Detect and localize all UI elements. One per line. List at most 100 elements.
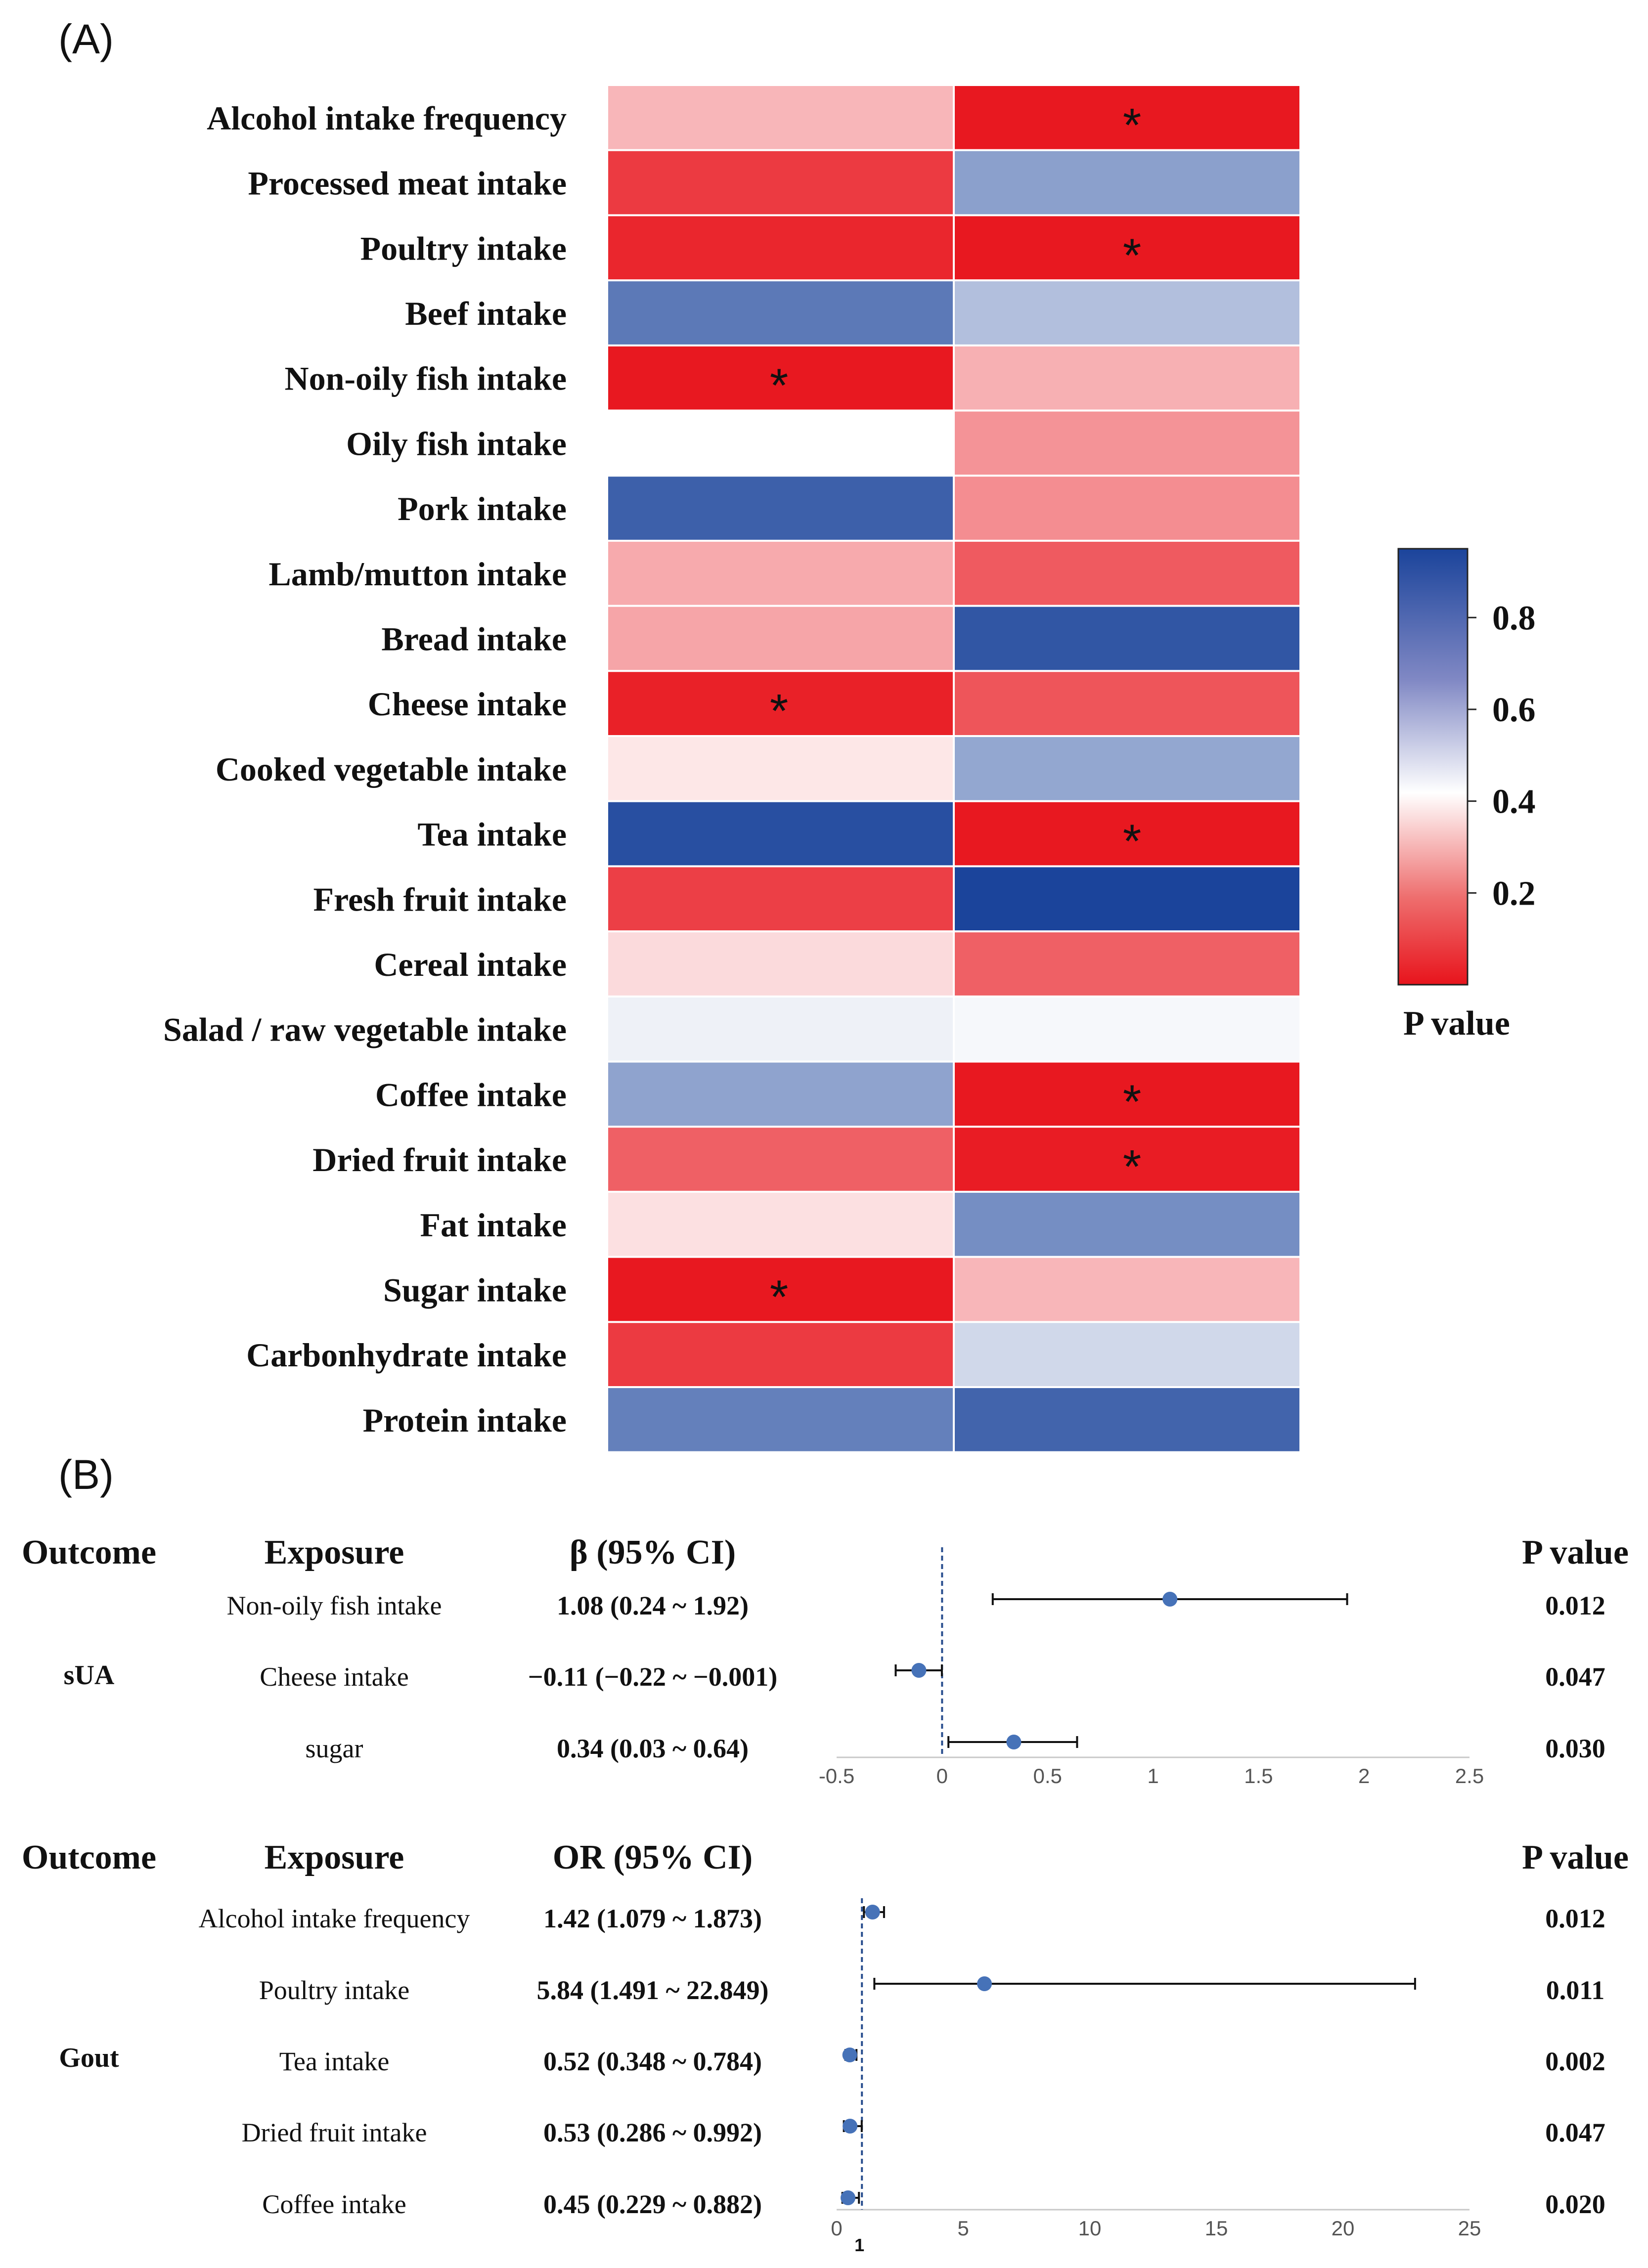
heatmap-cell: [608, 802, 953, 866]
forest-exposure-label: Tea intake: [279, 2047, 390, 2076]
forest-point: [843, 2119, 858, 2134]
heatmap-row-label: Alcohol intake frequency: [207, 99, 567, 137]
heatmap-row-label: Carbonhydrate intake: [246, 1336, 567, 1374]
forest-effect-text: 0.52 (0.348 ~ 0.784): [543, 2047, 762, 2076]
significance-star: *: [770, 685, 788, 738]
forest-point: [1006, 1735, 1022, 1749]
heatmap-cell: [608, 151, 953, 215]
significance-star: *: [1123, 99, 1141, 152]
forest-tick-label: 2: [1358, 1764, 1370, 1788]
colorbar-ticks: 0.2 0.4 0.6 0.8: [1468, 599, 1536, 913]
forest-effect-text: 0.45 (0.229 ~ 0.882): [543, 2189, 762, 2219]
heatmap-cell: [955, 932, 1299, 996]
colorbar-gradient: [1397, 548, 1469, 986]
forest-p-value: 0.011: [1546, 1975, 1605, 2005]
forest-exposure-label: sugar: [306, 1734, 363, 1763]
sua-forest-plot: -0.5 0 0.5 1 1.5 2 2.5 Non-oily fish intake 1.08…: [227, 1547, 1605, 1788]
forest-exposure-label: Non-oily fish intake: [227, 1591, 442, 1620]
heatmap-cell: [955, 216, 1299, 280]
forest-p-value: 0.012: [1545, 1904, 1605, 1933]
forest-point: [1162, 1592, 1178, 1607]
heatmap-cell: [955, 151, 1299, 215]
forest-tick-label: 1: [1147, 1764, 1158, 1788]
heatmap-row-label: Protein intake: [363, 1401, 567, 1439]
forest-effect-text: 5.84 (1.491 ~ 22.849): [536, 1975, 768, 2005]
heatmap-cell: [955, 997, 1299, 1061]
forest-tick-label: 20: [1332, 2217, 1355, 2240]
forest-p-value: 0.030: [1545, 1734, 1605, 1763]
forest-reference-label: 1: [854, 2235, 864, 2255]
significance-star: *: [770, 1270, 788, 1323]
heatmap-cell: [955, 672, 1299, 735]
heatmap-cell: [955, 346, 1299, 410]
forest-tick-label: 0.5: [1033, 1764, 1062, 1788]
forest-effect-text: 0.53 (0.286 ~ 0.992): [543, 2118, 762, 2147]
gout-forest-plot: 0 5 10 15 20 25 1 Alcohol intake frequency 1.42 …: [199, 1898, 1605, 2255]
forest-exposure-label: Cheese intake: [260, 1662, 408, 1692]
gout-header-p: P value: [1522, 1838, 1629, 1876]
heatmap-cell: [608, 867, 953, 931]
heatmap-cell: [608, 737, 953, 800]
heatmap-cell: [608, 1388, 953, 1451]
forest-point: [865, 1905, 880, 1919]
heatmap-cell: [955, 477, 1299, 540]
heatmap-cell: [955, 281, 1299, 345]
heatmap-cell: [608, 477, 953, 540]
forest-tick-label: 25: [1458, 2217, 1481, 2240]
forest-p-value: 0.002: [1545, 2047, 1605, 2076]
forest-point: [841, 2190, 856, 2205]
gout-header-effect: OR (95% CI): [553, 1838, 753, 1876]
heatmap-row-label: Oily fish intake: [346, 425, 567, 462]
forest-exposure-label: Coffee intake: [262, 2189, 406, 2219]
forest-p-value: 0.047: [1545, 1662, 1605, 1692]
heatmap-cell: [955, 867, 1299, 931]
sua-header-exposure: Exposure: [265, 1533, 404, 1571]
heatmap-cell: [955, 607, 1299, 670]
sua-forest-headers: Outcome Exposure β (95% CI) P value sUA: [22, 1533, 1629, 1691]
forest-p-value: 0.020: [1545, 2189, 1605, 2219]
colorbar-tick-label: 0.4: [1492, 783, 1536, 821]
gout-outcome-label: Gout: [59, 2043, 119, 2073]
heatmap-cell: [955, 541, 1299, 605]
forest-tick-label: 10: [1078, 2217, 1102, 2240]
heatmap-cell: [608, 607, 953, 670]
heatmap-cell: [955, 1388, 1299, 1451]
heatmap-row-label: Pork intake: [398, 490, 567, 527]
sua-header-p: P value: [1522, 1533, 1629, 1571]
colorbar-tick-label: 0.8: [1492, 599, 1536, 637]
colorbar-tick-label: 0.6: [1492, 691, 1536, 729]
forest-effect-text: 0.34 (0.03 ~ 0.64): [557, 1734, 749, 1763]
heatmap-row-label: Salad / raw vegetable intake: [163, 1011, 567, 1048]
heatmap-row-label: Fat intake: [420, 1206, 567, 1244]
heatmap-cell: [608, 1192, 953, 1256]
heatmap-cell: [955, 1192, 1299, 1256]
heatmap-cell: [608, 672, 953, 735]
forest-tick-label: -0.5: [819, 1764, 854, 1788]
heatmap-row-label: Processed meat intake: [248, 165, 567, 202]
heatmap-cell: [608, 86, 953, 149]
significance-star: *: [1123, 1075, 1141, 1128]
gout-header-outcome: Outcome: [22, 1838, 156, 1876]
heatmap-row-label: Sugar intake: [383, 1271, 567, 1308]
forest-p-value: 0.047: [1545, 2118, 1605, 2147]
heatmap-cell: [955, 1128, 1299, 1191]
heatmap-cell: [955, 802, 1299, 866]
forest-p-value: 0.012: [1545, 1591, 1605, 1620]
heatmap-cell: [608, 1062, 953, 1126]
heatmap-cell: [955, 411, 1299, 475]
heatmap-cell: [608, 411, 953, 475]
forest-effect-text: 1.08 (0.24 ~ 1.92): [557, 1591, 749, 1620]
forest-tick-label: 0: [936, 1764, 948, 1788]
heatmap-cell: [955, 1323, 1299, 1386]
heatmap-cell: [955, 737, 1299, 800]
heatmap-row-label: Bread intake: [381, 620, 567, 657]
forest-effect-text: −0.11 (−0.22 ~ −0.001): [528, 1662, 777, 1692]
significance-star: *: [770, 359, 788, 412]
heatmap-row-label: Beef intake: [405, 295, 567, 332]
forest-exposure-label: Poultry intake: [259, 1975, 409, 2005]
heatmap-row-label: Coffee intake: [375, 1076, 567, 1113]
heatmap: Alcohol intake frequency * Processed meat …: [163, 86, 1299, 1451]
heatmap-cell: [955, 1062, 1299, 1126]
panel-a-label: (A): [58, 16, 114, 62]
heatmap-row-label: Lamb/mutton intake: [268, 555, 567, 593]
